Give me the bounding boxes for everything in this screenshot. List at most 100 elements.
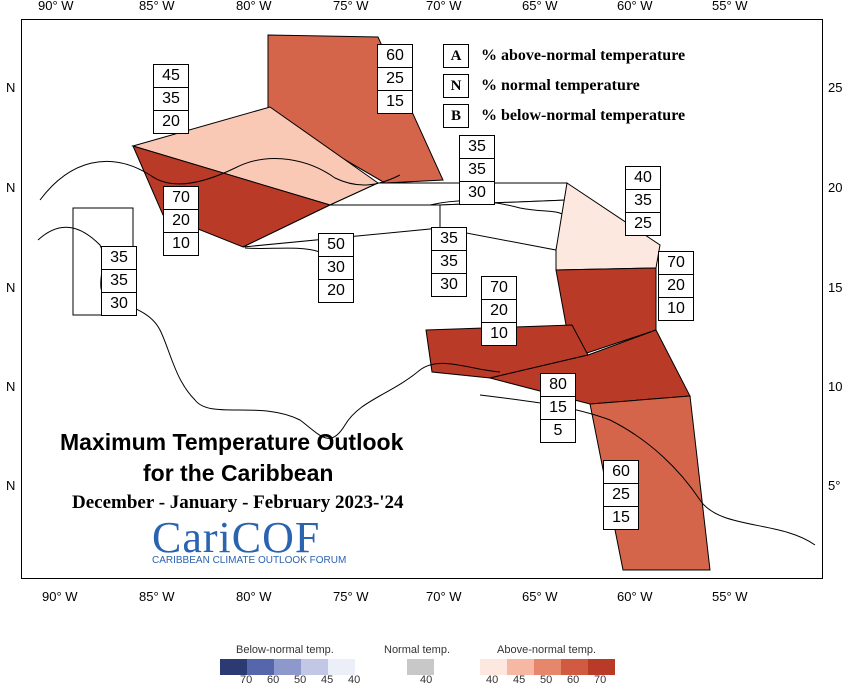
key-text: % normal temperature (481, 77, 640, 94)
prob-box-trinidad: 80 15 5 (540, 373, 576, 443)
scale-swatch (328, 659, 355, 675)
prob-below: 15 (377, 90, 413, 114)
prob-above: 70 (163, 186, 199, 210)
lon-tick: 65° W (522, 589, 558, 604)
scale-title-normal: Normal temp. (384, 644, 451, 656)
scale-swatch (480, 659, 507, 675)
prob-normal: 35 (625, 189, 661, 213)
lon-tick: 85° W (139, 0, 175, 13)
scale-label: 45 (321, 674, 334, 686)
lon-tick: 85° W (139, 589, 175, 604)
scale-swatch (507, 659, 534, 675)
lon-tick: 90° W (38, 0, 74, 13)
prob-box-jamaica: 50 30 20 (318, 233, 354, 303)
prob-box-cuba: 45 35 20 (153, 64, 189, 134)
lat-tick: N (6, 379, 16, 394)
prob-normal: 35 (459, 158, 495, 182)
scale-label: 50 (294, 674, 307, 686)
lat-tick: N (6, 180, 16, 195)
prob-below: 20 (318, 279, 354, 303)
lon-tick: 80° W (236, 0, 272, 13)
prob-below: 30 (459, 181, 495, 205)
scale-title-below: Below-normal temp. (236, 644, 334, 656)
prob-above: 35 (459, 135, 495, 159)
prob-box-guianas: 60 25 15 (603, 460, 639, 530)
prob-normal: 35 (153, 87, 189, 111)
scale-swatch (561, 659, 588, 675)
key-letter: N (443, 74, 469, 98)
prob-box-windward: 70 20 10 (658, 251, 694, 321)
prob-box-hispaniola-south: 35 35 30 (431, 227, 467, 297)
prob-below: 20 (153, 110, 189, 134)
caricof-logo: CariCOF (152, 513, 321, 562)
prob-normal: 25 (377, 67, 413, 91)
prob-above: 50 (318, 233, 354, 257)
prob-above: 45 (153, 64, 189, 88)
scale-normal (407, 659, 434, 675)
scale-label: 70 (594, 674, 607, 686)
scale-label: 40 (420, 674, 433, 686)
scale-swatch (274, 659, 301, 675)
key-row-below: B % below-normal temperature (443, 101, 685, 131)
lat-tick: 5° (828, 478, 841, 493)
prob-normal: 20 (658, 274, 694, 298)
scale-swatch (588, 659, 615, 675)
prob-box-abc: 70 20 10 (481, 276, 517, 346)
scale-below (220, 659, 355, 675)
map-title-line2: for the Caribbean (143, 460, 334, 486)
lat-tick: 10 (828, 379, 843, 394)
lat-tick: N (6, 280, 16, 295)
prob-above: 60 (603, 460, 639, 484)
prob-below: 5 (540, 419, 576, 443)
prob-above: 40 (625, 166, 661, 190)
prob-box-leeward: 40 35 25 (625, 166, 661, 236)
scale-above (480, 659, 615, 675)
scale-swatch (220, 659, 247, 675)
prob-below: 10 (163, 232, 199, 256)
lat-tick: N (6, 478, 16, 493)
scale-swatch (247, 659, 274, 675)
scale-label: 45 (513, 674, 526, 686)
prob-normal: 20 (163, 209, 199, 233)
caricof-logo-subtitle: CARIBBEAN CLIMATE OUTLOOK FORUM (152, 555, 347, 566)
key-row-above: A % above-normal temperature (443, 41, 685, 71)
key-row-normal: N % normal temperature (443, 71, 685, 101)
prob-above: 60 (377, 44, 413, 68)
prob-box-cayman: 70 20 10 (163, 186, 199, 256)
lat-tick: 25 (828, 80, 843, 95)
lon-tick: 60° W (617, 0, 653, 13)
lon-tick: 60° W (617, 589, 653, 604)
prob-box-bahamas: 60 25 15 (377, 44, 413, 114)
prob-above: 70 (481, 276, 517, 300)
prob-below: 30 (431, 273, 467, 297)
scale-swatch (301, 659, 328, 675)
prob-above: 35 (101, 246, 137, 270)
prob-above: 35 (431, 227, 467, 251)
prob-above: 70 (658, 251, 694, 275)
lon-tick: 70° W (426, 0, 462, 13)
prob-below: 10 (481, 322, 517, 346)
lon-tick: 55° W (712, 0, 748, 13)
lat-tick: N (6, 80, 16, 95)
lon-tick: 90° W (42, 589, 78, 604)
scale-label: 50 (540, 674, 553, 686)
lon-tick: 65° W (522, 0, 558, 13)
prob-below: 25 (625, 212, 661, 236)
lon-tick: 75° W (333, 0, 369, 13)
probability-key: A % above-normal temperature N % normal … (443, 41, 685, 131)
prob-normal: 35 (101, 269, 137, 293)
lat-tick: 15 (828, 280, 843, 295)
prob-below: 10 (658, 297, 694, 321)
scale-label: 40 (486, 674, 499, 686)
lon-tick: 80° W (236, 589, 272, 604)
lon-tick: 75° W (333, 589, 369, 604)
map-frame (21, 19, 823, 579)
scale-label: 70 (240, 674, 253, 686)
scale-label: 40 (348, 674, 361, 686)
prob-normal: 15 (540, 396, 576, 420)
scale-label: 60 (267, 674, 280, 686)
prob-above: 80 (540, 373, 576, 397)
prob-box-belize: 35 35 30 (101, 246, 137, 316)
key-letter: A (443, 44, 469, 68)
